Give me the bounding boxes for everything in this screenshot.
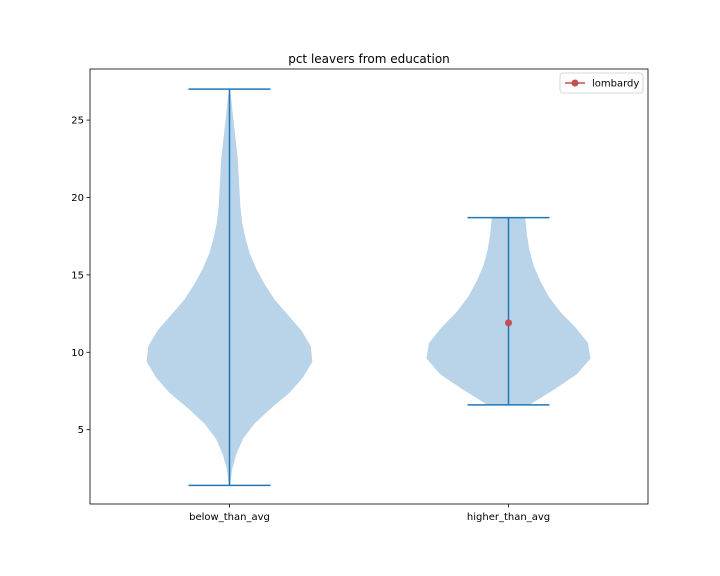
y-tick-label-20: 20 <box>71 193 84 204</box>
x-tick-label-below_than_avg: below_than_avg <box>189 512 270 523</box>
y-tick-label-15: 15 <box>71 270 84 281</box>
lombardy-marker <box>505 319 512 327</box>
chart-title: pct leavers from education <box>288 52 450 66</box>
y-tick-label-10: 10 <box>71 348 84 359</box>
x-tick-label-higher_than_avg: higher_than_avg <box>467 512 550 523</box>
legend: lombardy <box>559 72 644 94</box>
legend-label-lombardy: lombardy <box>592 79 639 90</box>
plot-frame <box>89 68 649 505</box>
y-tick-label-25: 25 <box>71 116 84 127</box>
y-tick-label-5: 5 <box>78 425 84 436</box>
plot-area: 5 10 15 20 25 below_than_avg higher_than_avg <box>71 88 591 523</box>
legend-box <box>559 72 644 94</box>
legend-marker <box>571 79 579 87</box>
